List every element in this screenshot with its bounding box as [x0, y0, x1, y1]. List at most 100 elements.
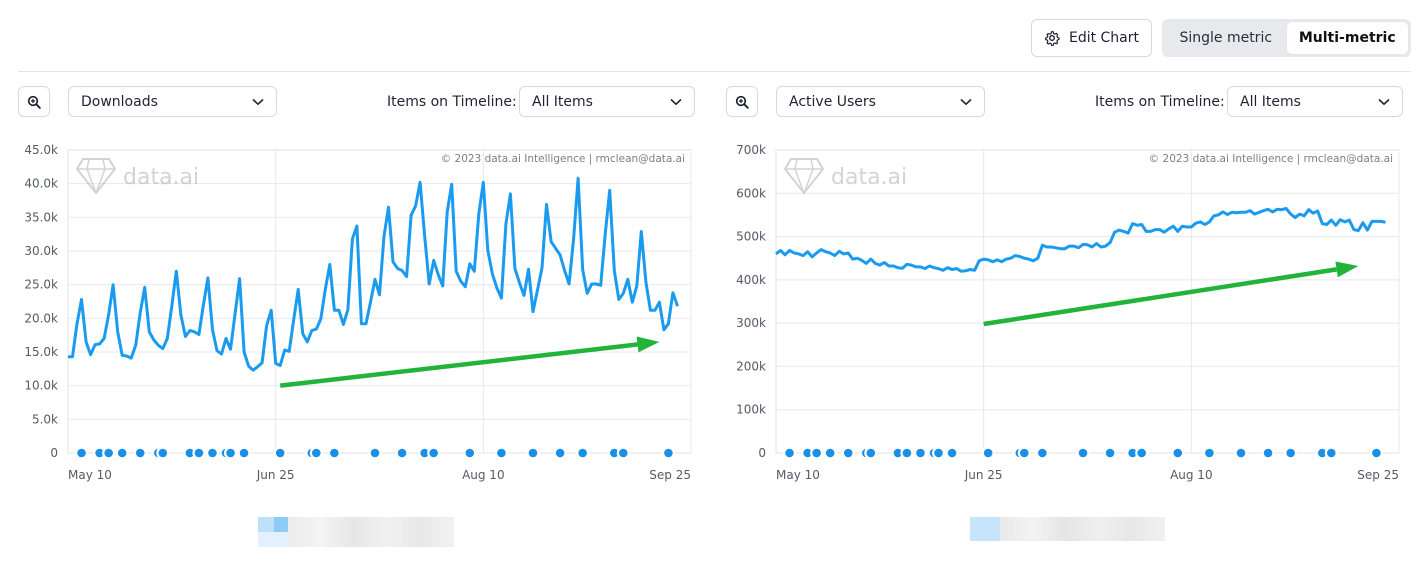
- watermark-text: data.ai: [831, 165, 907, 190]
- zoom-button[interactable]: [18, 86, 50, 117]
- x-tick-label: Sep 25: [649, 468, 691, 482]
- edit-chart-label: Edit Chart: [1068, 30, 1140, 46]
- timeline-marker: [609, 448, 619, 458]
- timeline-marker: [866, 448, 876, 458]
- timeline-marker: [934, 448, 943, 458]
- x-tick-label: Sep 25: [1357, 468, 1399, 482]
- y-tick-label: 0: [758, 446, 766, 460]
- chevron-down-icon: [1378, 98, 1390, 105]
- metric-select[interactable]: Downloads: [68, 86, 277, 117]
- timeline-marker: [1263, 448, 1273, 458]
- timeline-marker: [1173, 448, 1183, 458]
- data-ai-logo: data.ai: [784, 158, 907, 196]
- trend-arrow-head: [636, 336, 660, 353]
- timeline-marker: [1105, 448, 1115, 458]
- timeline-marker: [1317, 448, 1327, 458]
- single-metric-tab[interactable]: Single metric: [1179, 30, 1273, 46]
- active-users-chart-panel: Active Users Items on Timeline: All Item…: [726, 86, 1426, 566]
- timeline-marker: [420, 448, 429, 458]
- timeline-marker: [397, 448, 407, 458]
- y-tick-label: 30.0k: [24, 244, 58, 258]
- y-tick-label: 700k: [736, 143, 766, 157]
- timeline-marker: [947, 448, 957, 458]
- timeline-marker: [664, 448, 673, 458]
- x-tick-label: Aug 10: [462, 468, 505, 482]
- timeline-items-select[interactable]: All Items: [1227, 86, 1403, 117]
- timeline-marker: [104, 448, 113, 458]
- y-tick-label: 200k: [736, 359, 766, 373]
- y-tick-label: 400k: [736, 273, 766, 287]
- timeline-marker: [1137, 448, 1146, 458]
- chevron-down-icon: [960, 98, 972, 105]
- timeline-marker: [916, 448, 925, 458]
- copyright-text: © 2023 data.ai Intelligence | rmclean@da…: [441, 153, 685, 165]
- metric-select[interactable]: Active Users: [776, 86, 985, 117]
- timeline-items-select[interactable]: All Items: [519, 86, 695, 117]
- y-tick-label: 100k: [736, 403, 766, 417]
- timeline-marker: [1372, 448, 1381, 458]
- view-mode-toggle: Single metric Multi-metric: [1162, 19, 1411, 57]
- y-tick-label: 20.0k: [24, 311, 58, 325]
- items-on-timeline-label: Items on Timeline:: [387, 93, 517, 110]
- timeline-marker: [1128, 448, 1137, 458]
- trend-arrow-line: [983, 267, 1337, 327]
- timeline-marker: [370, 448, 380, 458]
- multi-metric-tab[interactable]: Multi-metric: [1286, 22, 1408, 54]
- timeline-marker: [208, 448, 217, 458]
- timeline-marker: [117, 448, 127, 458]
- timeline-items-value: All Items: [1240, 93, 1301, 110]
- y-tick-label: 40.0k: [24, 177, 58, 191]
- timeline-marker: [465, 448, 475, 458]
- timeline-marker: [893, 448, 903, 458]
- divider: [18, 71, 1411, 72]
- top-toolbar: Edit Chart Single metric Multi-metric: [0, 0, 1427, 72]
- x-tick-label: Aug 10: [1170, 468, 1213, 482]
- x-tick-label: Jun 25: [964, 468, 1003, 482]
- timeline-marker: [311, 448, 321, 458]
- timeline-marker: [843, 448, 853, 458]
- y-tick-label: 10.0k: [24, 379, 58, 393]
- chevron-down-icon: [252, 98, 264, 105]
- y-tick-label: 0: [50, 446, 58, 460]
- timeline-marker: [239, 448, 249, 458]
- timeline-marker: [1286, 448, 1295, 458]
- zoom-button[interactable]: [726, 86, 758, 117]
- series-line: [68, 176, 679, 372]
- plot-area: [67, 149, 692, 454]
- timeline-marker: [1326, 448, 1336, 458]
- copyright-text: © 2023 data.ai Intelligence | rmclean@da…: [1149, 153, 1393, 165]
- edit-chart-button[interactable]: Edit Chart: [1031, 19, 1152, 57]
- timeline-marker: [1078, 448, 1088, 458]
- x-tick-label: Jun 25: [256, 468, 295, 482]
- timeline-marker: [618, 448, 628, 458]
- zoom-in-icon: [735, 95, 749, 109]
- gear-icon: [1044, 30, 1060, 46]
- timeline-marker: [812, 448, 821, 458]
- timeline-marker: [1236, 448, 1246, 458]
- trend-arrow-head: [1335, 261, 1359, 278]
- metric-select-value: Downloads: [81, 93, 158, 110]
- timeline-marker: [1205, 448, 1214, 458]
- y-tick-label: 15.0k: [24, 345, 58, 359]
- timeline-marker: [185, 448, 195, 458]
- downloads-chart-panel: Downloads Items on Timeline: All Items 0…: [18, 86, 718, 566]
- blurred-legend: [258, 517, 454, 547]
- diamond-icon: [784, 158, 824, 194]
- timeline-marker: [528, 448, 538, 458]
- y-tick-label: 5.0k: [32, 412, 58, 426]
- y-tick-label: 500k: [736, 230, 766, 244]
- y-tick-label: 300k: [736, 316, 766, 330]
- x-tick-label: May 10: [776, 468, 820, 482]
- watermark-text: data.ai: [123, 165, 199, 190]
- timeline-marker: [158, 448, 168, 458]
- timeline-items-value: All Items: [532, 93, 593, 110]
- timeline-marker: [95, 448, 104, 458]
- y-tick-label: 35.0k: [24, 210, 58, 224]
- timeline-marker: [77, 448, 86, 458]
- timeline-marker: [803, 448, 812, 458]
- chevron-down-icon: [670, 98, 682, 105]
- y-tick-label: 600k: [736, 186, 766, 200]
- timeline-marker: [785, 448, 794, 458]
- timeline-marker: [578, 448, 587, 458]
- items-on-timeline-label: Items on Timeline:: [1095, 93, 1225, 110]
